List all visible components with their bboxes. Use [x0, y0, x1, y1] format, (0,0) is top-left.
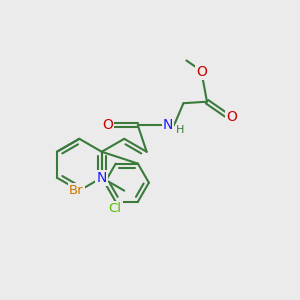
Text: O: O — [196, 65, 207, 79]
Text: H: H — [176, 125, 185, 135]
Text: N: N — [97, 171, 107, 185]
Text: N: N — [163, 118, 173, 132]
Text: O: O — [102, 118, 113, 132]
Text: Cl: Cl — [109, 202, 122, 215]
Text: O: O — [226, 110, 237, 124]
Text: Br: Br — [69, 184, 84, 197]
